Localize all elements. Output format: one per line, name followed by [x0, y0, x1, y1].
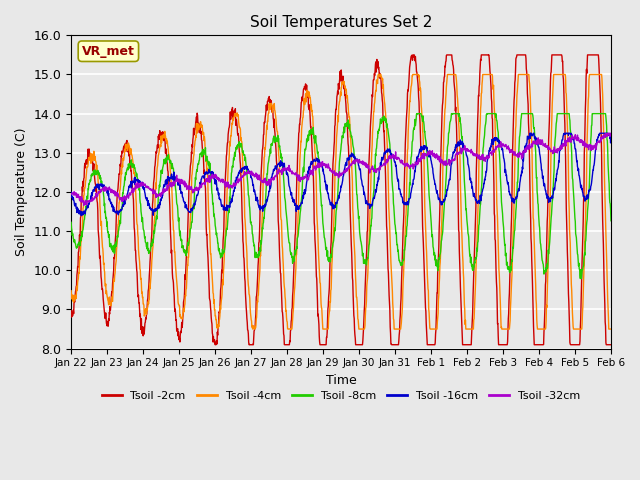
X-axis label: Time: Time	[326, 374, 356, 387]
Y-axis label: Soil Temperature (C): Soil Temperature (C)	[15, 128, 28, 256]
Text: VR_met: VR_met	[82, 45, 135, 58]
Title: Soil Temperatures Set 2: Soil Temperatures Set 2	[250, 15, 432, 30]
Legend: Tsoil -2cm, Tsoil -4cm, Tsoil -8cm, Tsoil -16cm, Tsoil -32cm: Tsoil -2cm, Tsoil -4cm, Tsoil -8cm, Tsoi…	[97, 387, 585, 406]
